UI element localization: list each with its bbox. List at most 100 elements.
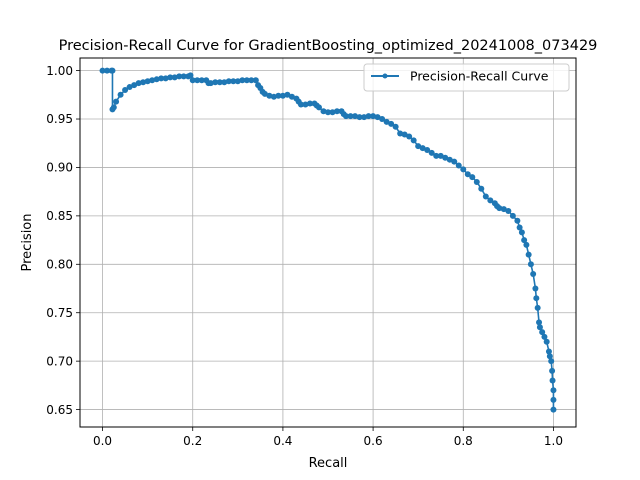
pr-curve-point [99, 67, 106, 74]
pr-curve-point [410, 137, 417, 144]
chart-title: Precision-Recall Curve for GradientBoost… [59, 38, 598, 54]
pr-curve-point [320, 108, 327, 115]
pr-curve-point [110, 104, 117, 111]
pr-curve-point [275, 92, 282, 99]
pr-curve-point [270, 93, 277, 100]
pr-curve-point [153, 76, 160, 83]
x-axis-label: Recall [309, 456, 348, 471]
pr-curve-point [187, 72, 194, 79]
x-tick-label: 0.6 [364, 434, 383, 448]
pr-curve-point [149, 77, 156, 84]
plot-frame [79, 57, 577, 428]
pr-curve-point [543, 338, 550, 345]
pr-curve-point [144, 78, 151, 85]
pr-curve-point [469, 174, 476, 181]
y-axis-ticks: 0.65 0.70 0.75 0.80 0.85 0.90 0.95 1.00 [46, 64, 80, 417]
pr-curve-point [550, 406, 557, 413]
pr-curve-point [135, 80, 142, 87]
pr-curve-point [266, 92, 273, 99]
pr-curve-point [530, 270, 537, 277]
pr-curve-point [437, 152, 444, 159]
pr-curve-point [388, 120, 395, 127]
y-tick-label: 0.80 [46, 257, 73, 271]
pr-curve-point [536, 319, 543, 326]
pr-curve-point [487, 197, 494, 204]
pr-curve-point [549, 377, 556, 384]
pr-curve-point [541, 333, 548, 340]
pr-curve-point [401, 131, 408, 138]
pr-curve-point [243, 77, 250, 84]
grid-lines [80, 58, 576, 427]
pr-curve-point [207, 80, 214, 87]
legend-marker-swatch [382, 73, 388, 79]
pr-curve-point [397, 130, 404, 137]
pr-curve-point [370, 113, 377, 120]
pr-curve-point [198, 77, 205, 84]
pr-curve-point [536, 324, 543, 331]
pr-curve-point [539, 329, 546, 336]
pr-curve-point [460, 166, 467, 173]
pr-curve-point [455, 162, 462, 169]
pr-curve-point [113, 98, 120, 105]
pr-curve-point [374, 114, 381, 121]
pr-curve-point [234, 78, 241, 85]
pr-curve-point [379, 116, 386, 123]
legend: Precision-Recall Curve [363, 63, 570, 92]
pr-curve-point [343, 113, 350, 120]
legend-label: Precision-Recall Curve [410, 69, 549, 84]
pr-curve-point [347, 113, 354, 120]
pr-curve-point [406, 133, 413, 140]
series-layer [99, 67, 557, 413]
pr-curve-point [104, 67, 111, 74]
pr-curve-point [525, 251, 532, 258]
pr-curve-point [505, 208, 512, 215]
pr-curve-point [516, 224, 523, 231]
pr-curve-point [131, 82, 138, 89]
pr-curve-point [167, 74, 174, 81]
pr-curve-point [419, 145, 426, 152]
pr-curve-point [451, 158, 458, 165]
pr-curve-point [392, 123, 399, 130]
pr-curve-point [126, 84, 133, 91]
pr-curve-point [284, 91, 291, 98]
pr-curve-point [171, 74, 178, 81]
pr-curve-point [527, 261, 534, 268]
x-tick-label: 1.0 [544, 434, 563, 448]
pr-curve-point [534, 304, 541, 311]
x-tick-label: 0.0 [93, 434, 112, 448]
pr-curve-point [496, 205, 503, 212]
pr-curve-point [533, 295, 540, 302]
pr-curve-point [315, 104, 322, 111]
pr-curve-point [297, 101, 304, 108]
pr-curve-point [415, 143, 422, 150]
pr-curve-point [365, 113, 372, 120]
pr-curve-point [361, 114, 368, 121]
pr-curve-point [221, 79, 228, 86]
pr-curve-point [514, 217, 521, 224]
pr-curve-point [288, 93, 295, 100]
pr-curve-point [433, 152, 440, 159]
y-tick-label: 0.65 [46, 403, 73, 417]
pr-curve-point [509, 212, 516, 219]
pr-curve-point [550, 387, 557, 394]
pr-curve-point [189, 77, 196, 84]
pr-curve-point [383, 118, 390, 125]
pr-curve-point [334, 108, 341, 115]
pr-curve-point [521, 237, 528, 244]
pr-curve-point [248, 77, 255, 84]
pr-curve-point [550, 396, 557, 403]
pr-curve-point [356, 114, 363, 121]
pr-curve-point [549, 367, 556, 374]
x-tick-label: 0.8 [454, 434, 473, 448]
pr-curve-point [302, 101, 309, 108]
pr-curve-point [194, 77, 201, 84]
x-tick-label: 0.4 [273, 434, 292, 448]
pr-curve-point [478, 185, 485, 192]
pr-curve-point [464, 171, 471, 178]
pr-curve-point [548, 358, 555, 365]
y-axis-label: Precision [20, 213, 35, 271]
legend-box [363, 63, 570, 92]
y-tick-label: 0.90 [46, 161, 73, 175]
y-tick-label: 0.85 [46, 209, 73, 223]
